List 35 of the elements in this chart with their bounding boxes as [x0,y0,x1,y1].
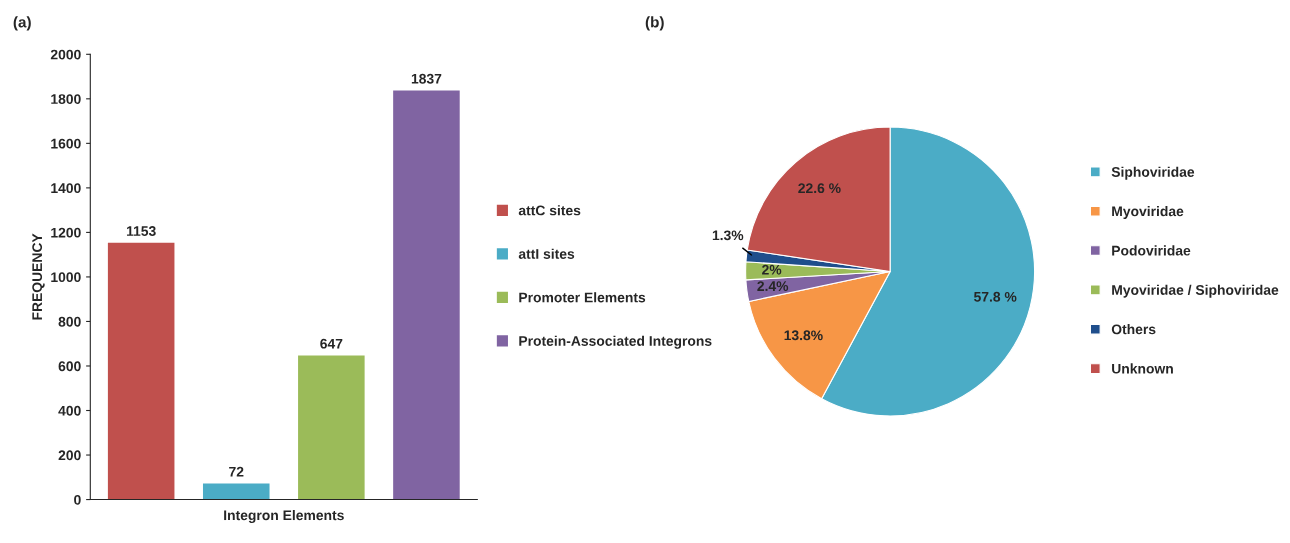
chart-title: (a) [13,16,31,31]
data-label: 2% [762,264,782,275]
y-tick-label: 0 [74,494,81,505]
y-tick-label: 1600 [51,138,81,149]
y-tick-label: 800 [58,316,81,327]
y-tick-label: 200 [58,450,81,461]
legend-label: attI sites [518,248,575,259]
chart-title: (b) [645,16,664,31]
legend-label: attC sites [518,205,581,216]
y-tick-label: 2000 [50,49,81,60]
legend-label: Unknown [1112,363,1173,374]
y-tick-label: 1000 [51,272,81,283]
y-tick-label: 1200 [51,227,81,238]
y-tick-label: 400 [58,405,81,416]
data-label: 57.8 % [973,291,1017,302]
legend-label: Podoviridae [1112,245,1191,256]
legend-label: Protein-Associated Integrons [519,335,712,349]
data-label: 1153 [126,226,156,236]
data-label: 1837 [411,73,442,84]
legend-label: Myoviridae / Siphoviridae [1112,284,1279,298]
legend-label: Promoter Elements [519,292,646,303]
y-axis-title: FREQUENCY [32,233,45,320]
legend-label: Siphoviridae [1111,166,1195,180]
y-tick-label: 600 [58,361,81,372]
data-label: 647 [320,338,343,349]
data-label: 2.4% [757,281,789,291]
data-label: 13.8% [784,330,823,341]
legend-label: Myoviridae [1112,206,1184,219]
data-label: 22.6 % [798,183,841,194]
x-axis-title: Integron Elements [224,509,344,523]
data-label: 72 [229,466,244,477]
y-tick-label: 1800 [51,94,81,104]
legend-label: Others [1111,324,1156,335]
y-tick-label: 1400 [51,183,81,194]
data-label: 1.3% [712,230,744,241]
